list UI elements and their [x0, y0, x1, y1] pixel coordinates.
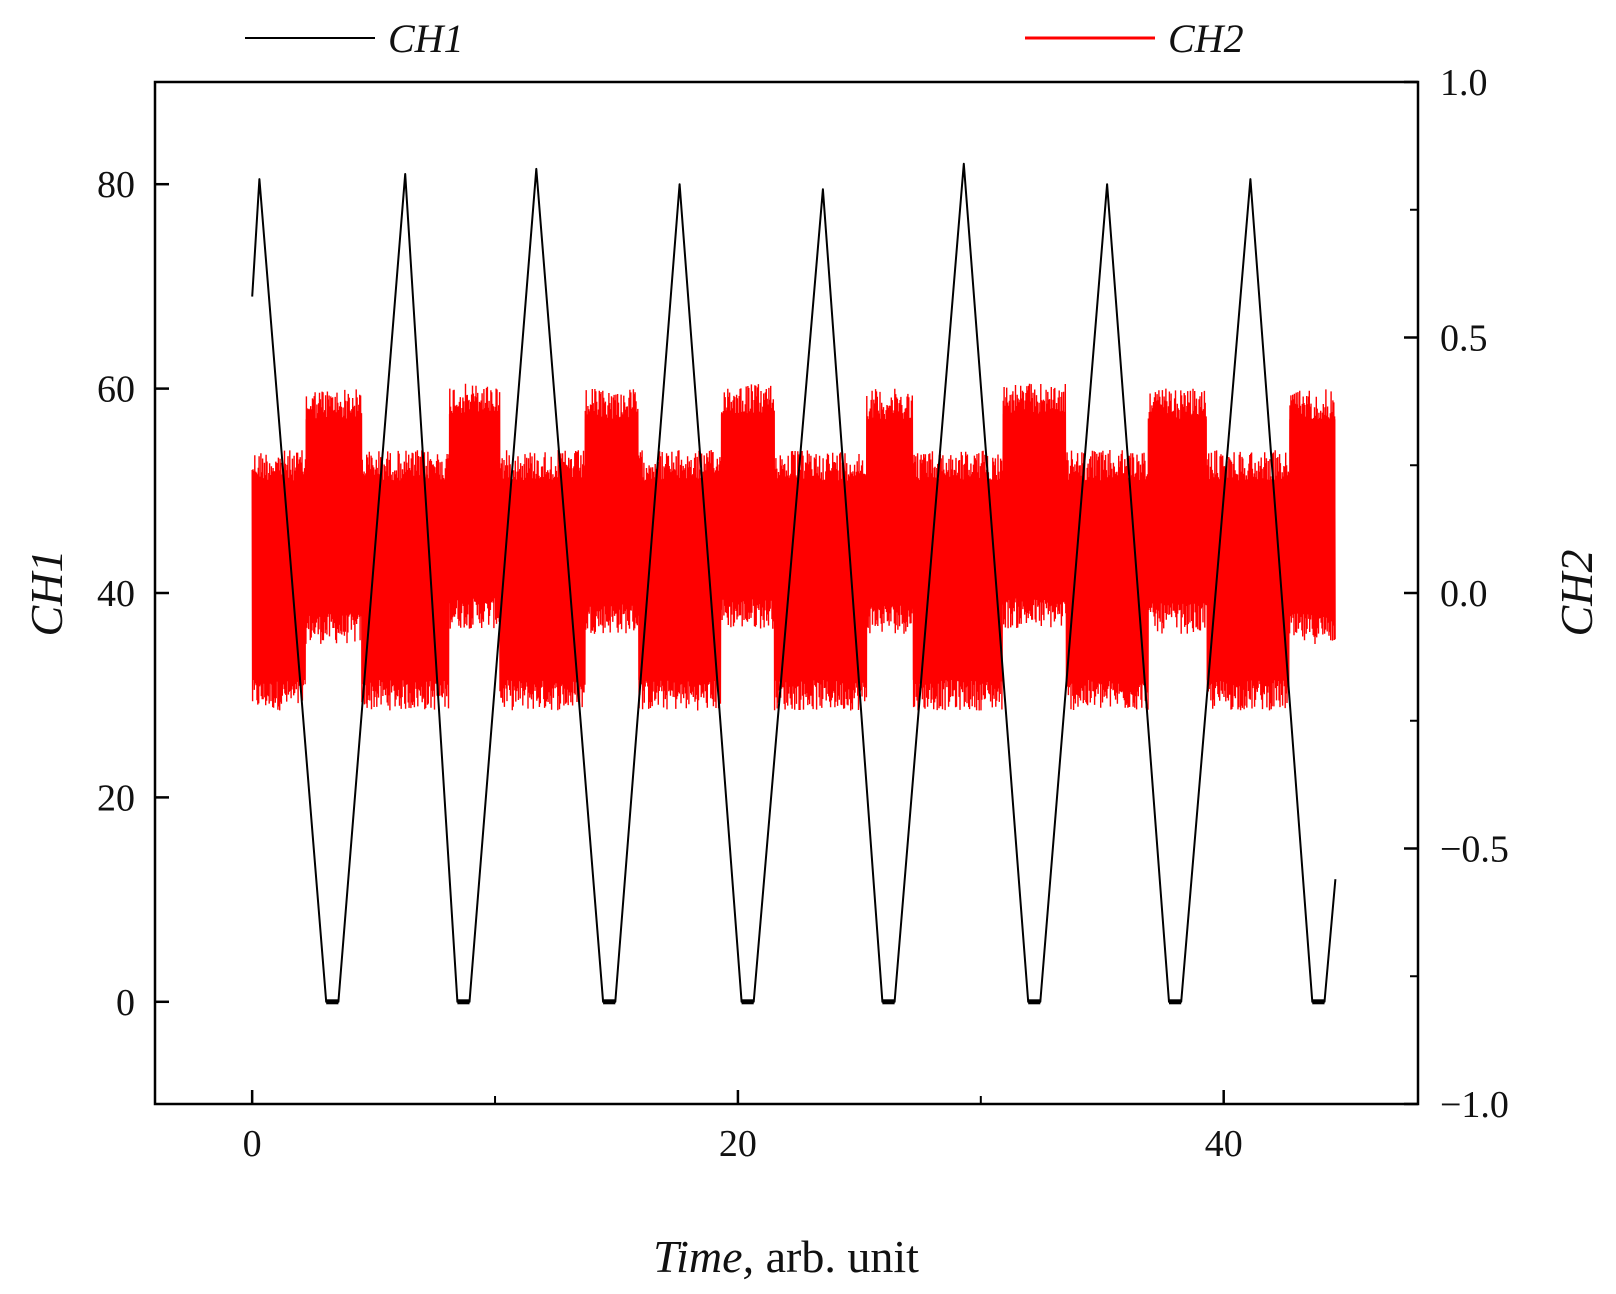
ch2-band-segment	[774, 480, 867, 680]
y-left-tick-label: 40	[97, 573, 135, 615]
y-left-tick-label: 80	[97, 164, 135, 206]
ch2-band-segment	[584, 419, 639, 604]
y-axis-right-title: CH2	[1551, 550, 1602, 637]
ch2-band-segment	[1206, 480, 1290, 680]
legend: CH1 CH2	[245, 16, 1244, 61]
x-axis: 0 20 40	[243, 1090, 1243, 1165]
y-right-tick-label: 1.0	[1440, 62, 1488, 104]
y-left-tick-label: 0	[116, 982, 135, 1024]
legend-label-ch2: CH2	[1168, 16, 1244, 61]
ch2-band-segment	[1065, 480, 1149, 680]
x-axis-title: Time, arb. unit	[653, 1231, 919, 1282]
ch2-band-segment	[866, 419, 913, 604]
series-ch1	[251, 162, 1337, 1005]
y-right-tick-label: 0.5	[1440, 318, 1488, 360]
y-right-tick-label: −0.5	[1440, 829, 1509, 871]
y-right-tick-label: 0.0	[1440, 573, 1488, 615]
y-axis-left-title: CH1	[21, 550, 72, 637]
x-tick-label: 40	[1205, 1123, 1243, 1165]
ch2-band-segment	[1002, 414, 1066, 599]
ch2-band-segment	[912, 480, 1003, 680]
ch2-band-segment	[448, 414, 500, 599]
ch2-band-segment	[1289, 419, 1336, 614]
ch2-band-segment	[305, 419, 362, 614]
y-left-tick-label: 60	[97, 369, 135, 411]
legend-label-ch1: CH1	[388, 16, 464, 61]
ch2-band-segment	[638, 480, 721, 680]
x-axis-title-italic: Time,	[653, 1231, 754, 1282]
ch2-band-segment	[720, 414, 775, 599]
y-right-tick-label: −1.0	[1440, 1084, 1509, 1126]
series-ch2	[251, 383, 1336, 711]
y-axis-left: 0 20 40 60 80	[97, 164, 169, 1024]
x-tick-label: 0	[243, 1123, 262, 1165]
y-axis-right: −1.0 −0.5 0.0 0.5 1.0	[1404, 62, 1509, 1126]
x-tick-label: 20	[719, 1123, 757, 1165]
ch2-band-segment	[1148, 419, 1207, 604]
y-left-tick-label: 20	[97, 777, 135, 819]
ch2-band-segment	[499, 480, 585, 680]
x-axis-title-rest: arb. unit	[754, 1231, 919, 1282]
